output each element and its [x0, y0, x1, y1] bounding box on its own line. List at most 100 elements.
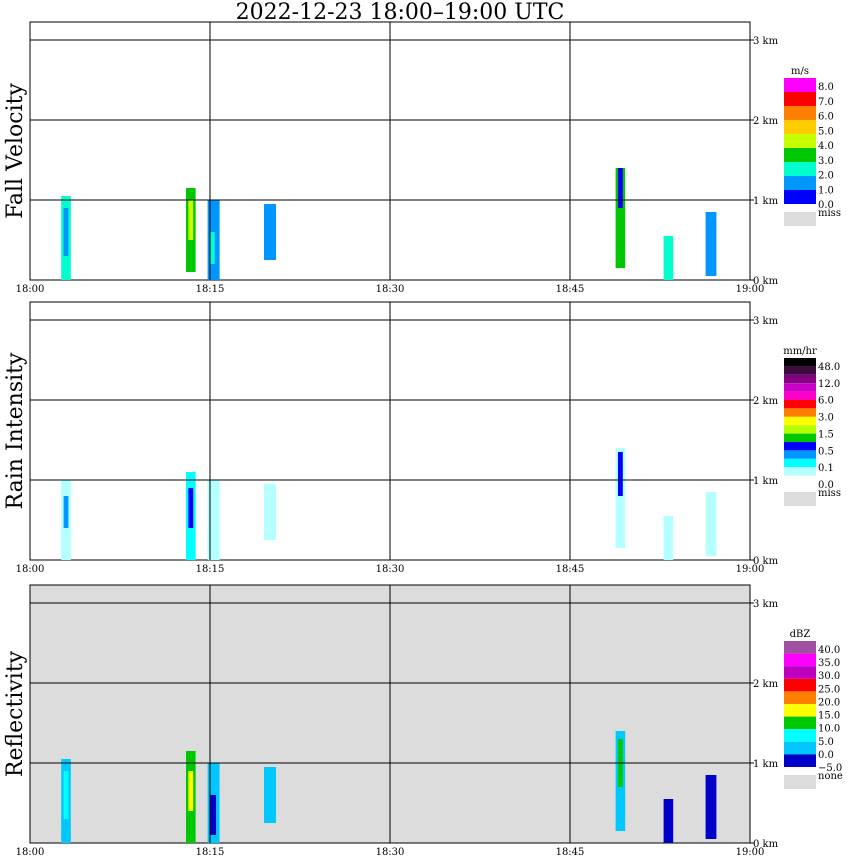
rain-intensity-legend-missing-swatch: [784, 492, 816, 506]
rain-intensity-legend-label: 0.1: [818, 463, 834, 474]
rain-intensity-legend-unit: mm/hr: [783, 346, 817, 357]
fall-velocity-ytick-label: 2 km: [753, 116, 779, 127]
fall-velocity-legend-swatch: [784, 176, 816, 190]
reflectivity-xtick-label: 18:30: [376, 847, 405, 858]
fall-velocity-xtick-label: 18:45: [556, 284, 585, 295]
fall-velocity-echo-cell: [210, 232, 215, 264]
reflectivity-echo-cell: [210, 795, 216, 835]
rain-intensity-legend-missing-label: miss: [818, 488, 841, 499]
reflectivity-ytick-label: 3 km: [753, 599, 779, 610]
rain-intensity-ytick-label: 3 km: [753, 316, 779, 327]
reflectivity-echo-cell: [188, 771, 194, 811]
rain-intensity-ytick-label: 1 km: [753, 476, 779, 487]
reflectivity-legend-label: 0.0: [818, 750, 834, 761]
reflectivity-ylabel: Reflectivity: [3, 650, 28, 777]
fall-velocity-legend-label: 3.0: [818, 156, 834, 167]
reflectivity-legend-swatch: [784, 729, 816, 742]
reflectivity-legend-label: 35.0: [818, 658, 840, 669]
reflectivity-xtick-label: 18:15: [196, 847, 225, 858]
rain-intensity-legend-swatch: [784, 383, 816, 392]
rain-intensity-legend-label: 0.0: [818, 480, 834, 491]
rain-intensity-legend-label: 0.5: [818, 446, 834, 457]
fall-velocity-legend-swatch: [784, 134, 816, 148]
reflectivity-echo-cell: [705, 775, 717, 839]
reflectivity-legend-label: 40.0: [818, 645, 840, 656]
fall-velocity-xtick-label: 19:00: [736, 284, 765, 295]
fall-velocity-echo-cell: [705, 212, 717, 276]
reflectivity-legend-label: 30.0: [818, 671, 840, 682]
rain-intensity-legend-swatch: [784, 458, 816, 468]
rain-intensity-legend-swatch: [784, 408, 816, 417]
fall-velocity-legend-swatch: [784, 92, 816, 106]
fall-velocity-echo-cell: [618, 168, 623, 208]
reflectivity-ytick-label: 0 km: [753, 839, 779, 850]
fall-velocity-legend-label: 8.0: [818, 82, 834, 93]
rain-intensity-legend-swatch: [784, 475, 816, 484]
rain-intensity-legend-swatch: [784, 400, 816, 409]
fall-velocity-legend-label: 4.0: [818, 141, 834, 152]
reflectivity-xtick-label: 19:00: [736, 847, 765, 858]
rain-intensity-echo-cell: [618, 452, 623, 496]
fall-velocity-echo-cell: [615, 168, 626, 268]
rain-intensity-xtick-label: 18:00: [16, 564, 45, 575]
rain-intensity-echo-cell: [615, 448, 626, 548]
rain-intensity-echo-cell: [63, 496, 69, 528]
fall-velocity-legend-missing-swatch: [784, 212, 816, 226]
rain-intensity-legend-swatch: [784, 358, 816, 367]
fall-velocity-legend-swatch: [784, 106, 816, 120]
fall-velocity-legend-unit: m/s: [791, 66, 809, 77]
rain-intensity-legend-swatch: [784, 416, 816, 426]
reflectivity-legend-missing-swatch: [784, 775, 816, 789]
rain-intensity-ytick-label: 0 km: [753, 556, 779, 567]
chart-title: 2022-12-23 18:00–19:00 UTC: [235, 0, 565, 25]
fall-velocity-legend-swatch: [784, 78, 816, 92]
fall-velocity-legend-swatch: [784, 148, 816, 162]
rain-intensity-echo-cell: [705, 492, 717, 556]
fall-velocity-legend-label: 2.0: [818, 171, 834, 182]
reflectivity-legend-label: −5.0: [818, 763, 842, 774]
reflectivity-ytick-label: 2 km: [753, 679, 779, 690]
reflectivity-legend-label: 5.0: [818, 737, 834, 748]
fall-velocity-legend-swatch: [784, 120, 816, 134]
reflectivity-legend-swatch: [784, 678, 816, 692]
fall-velocity-echo-cell: [663, 236, 674, 280]
rain-intensity-echo-cell: [188, 488, 194, 528]
fall-velocity-legend-label: 7.0: [818, 97, 834, 108]
fall-velocity-legend-label: 0.0: [818, 200, 834, 211]
reflectivity-legend-swatch: [784, 653, 816, 667]
fall-velocity-legend-label: 5.0: [818, 126, 834, 137]
reflectivity-echo-cell: [63, 771, 69, 819]
reflectivity-echo-cell: [264, 767, 276, 823]
reflectivity-legend-swatch: [784, 716, 816, 730]
reflectivity-ytick-label: 1 km: [753, 759, 779, 770]
fall-velocity-legend-label: 1.0: [818, 185, 834, 196]
reflectivity-legend-label: 25.0: [818, 684, 840, 695]
reflectivity-legend-label: 20.0: [818, 697, 840, 708]
reflectivity-legend-label: 15.0: [818, 711, 840, 722]
rain-intensity-legend-swatch: [784, 391, 816, 400]
reflectivity-xtick-label: 18:00: [16, 847, 45, 858]
rain-intensity-legend-label: 1.5: [818, 429, 834, 440]
rain-intensity-legend-label: 6.0: [818, 396, 834, 407]
rain-intensity-xtick-label: 18:45: [556, 564, 585, 575]
rain-intensity-xtick-label: 18:15: [196, 564, 225, 575]
rain-intensity-legend-swatch: [784, 366, 816, 375]
rain-intensity-legend-swatch: [784, 374, 816, 384]
fall-velocity-ytick-label: 3 km: [753, 36, 779, 47]
rain-intensity-xtick-label: 18:30: [376, 564, 405, 575]
fall-velocity-legend-swatch: [784, 190, 816, 204]
fall-velocity-legend-missing-label: miss: [818, 208, 841, 219]
reflectivity-legend-label: 10.0: [818, 724, 840, 735]
rain-intensity-echo-cell: [264, 484, 276, 540]
fall-velocity-echo-cell: [63, 208, 69, 256]
rain-intensity-panel: 0 km 1 km 2 km 3 km 18:00 18:15 18:30 18:45 19:0…: [3, 301, 841, 575]
fall-velocity-xtick-label: 18:15: [196, 284, 225, 295]
reflectivity-legend-missing-label: none: [818, 771, 843, 782]
fall-velocity-echo-cell: [188, 200, 194, 240]
rain-intensity-echo-cell: [663, 516, 674, 560]
rain-intensity-legend-swatch: [784, 425, 816, 434]
reflectivity-legend-swatch: [784, 754, 816, 767]
rain-intensity-xtick-label: 19:00: [736, 564, 765, 575]
rain-intensity-ytick-label: 2 km: [753, 396, 779, 407]
